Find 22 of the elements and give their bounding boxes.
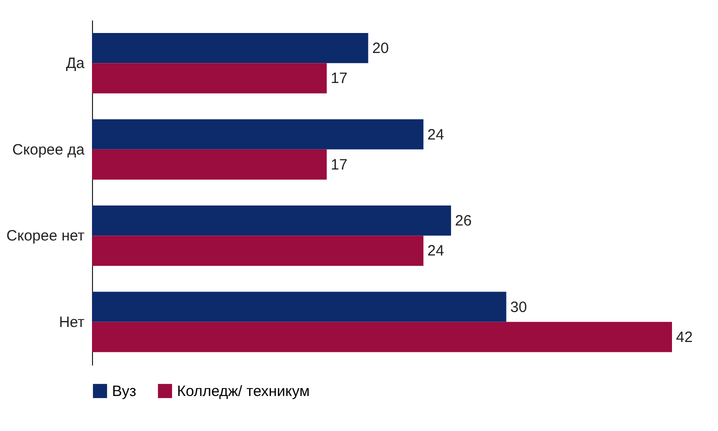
bar: [92, 149, 327, 180]
bar: [92, 119, 424, 150]
data-label: 24: [427, 242, 444, 260]
y-tick-label: Скорее нет: [6, 228, 85, 245]
y-tick-label: Скорее да: [12, 141, 86, 158]
bar: [92, 236, 424, 266]
data-label: 42: [676, 328, 693, 346]
legend-label: Колледж/ техникум: [177, 383, 310, 400]
legend-label: Вуз: [112, 383, 136, 400]
y-tick-label: Нет: [58, 314, 85, 331]
data-label: 17: [330, 156, 348, 174]
y-tick-label: Да: [66, 55, 86, 72]
data-label: 30: [510, 298, 527, 316]
data-label: 17: [330, 70, 348, 88]
bar: [92, 322, 672, 352]
bar: [92, 63, 327, 94]
bar: [92, 205, 452, 236]
data-label: 20: [372, 40, 389, 58]
data-label: 24: [427, 126, 444, 144]
data-label: 26: [455, 212, 472, 230]
bar: [92, 32, 368, 64]
bar: [92, 292, 506, 322]
